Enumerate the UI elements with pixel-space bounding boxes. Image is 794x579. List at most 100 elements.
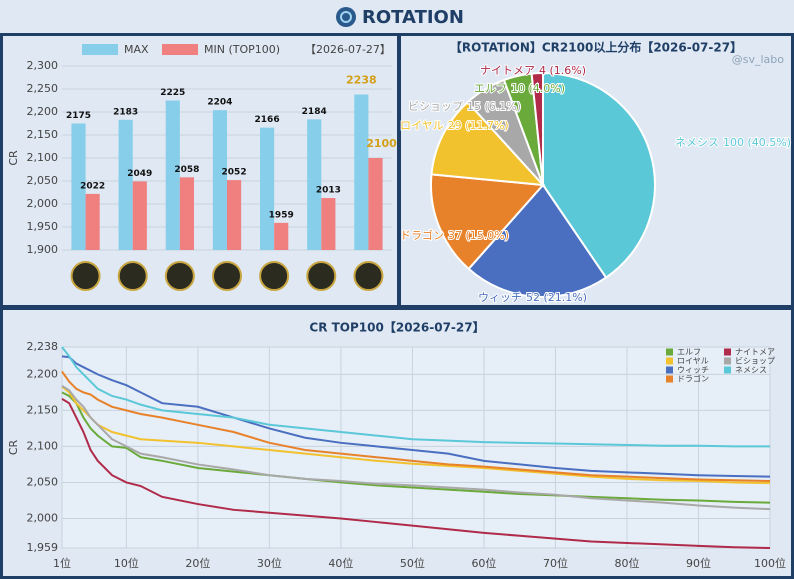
y-axis-label: CR — [7, 439, 20, 455]
bar-value-label: 2238 — [346, 74, 377, 87]
slice-name: ナイトメア — [480, 64, 535, 77]
slice-value: 100 (40.5%) — [723, 136, 791, 149]
slice-label: ウィッチ 52 (21.1%) — [478, 291, 587, 304]
y-tick-label: 2,150 — [27, 403, 59, 416]
class-icon — [306, 261, 337, 291]
x-tick-label: 100位 — [754, 556, 786, 570]
x-tick-label: 10位 — [114, 556, 139, 570]
bar-value-label: 2175 — [66, 111, 91, 121]
bar-value-label: 2058 — [174, 165, 199, 175]
legend-label: ネメシス — [735, 366, 767, 375]
y-tick-label: 2,100 — [27, 151, 59, 164]
y-tick-label: 1,950 — [27, 220, 59, 233]
legend-label: ロイヤル — [677, 357, 709, 366]
bar — [354, 94, 369, 251]
header-icon — [336, 7, 356, 27]
bar — [212, 110, 227, 250]
slice-name: ネメシス — [675, 136, 719, 149]
legend-swatch — [82, 44, 118, 55]
x-tick-label: 70位 — [543, 556, 568, 570]
bar — [132, 181, 147, 250]
legend-label: ナイトメア — [735, 348, 775, 357]
x-tick-label: 30位 — [257, 556, 282, 570]
line-series — [61, 370, 771, 482]
legend-label: ドラゴン — [677, 374, 709, 384]
y-tick-label: 2,238 — [27, 340, 59, 353]
slice-name: ドラゴン — [400, 228, 444, 242]
y-tick-label: 2,050 — [27, 174, 59, 187]
bar-value-label: 2183 — [113, 107, 138, 117]
bar — [227, 180, 242, 250]
bar-value-label: 2052 — [222, 168, 247, 178]
line-series — [61, 398, 771, 549]
class-icon — [70, 261, 101, 291]
y-tick-label: 2,300 — [27, 59, 59, 72]
slice-label: ナイトメア 4 (1.6%) — [480, 64, 586, 77]
chart-title: CR TOP100【2026-07-27】 — [309, 320, 484, 335]
bar — [179, 177, 194, 250]
legend-swatch — [666, 357, 673, 365]
line-series — [61, 346, 770, 448]
bar-value-label: 1959 — [269, 210, 294, 220]
y-tick-label: 2,000 — [27, 511, 59, 524]
bar — [368, 158, 383, 250]
bar — [85, 193, 100, 250]
bar — [118, 119, 133, 250]
line-series — [61, 385, 771, 511]
y-tick-label: 2,100 — [27, 439, 59, 452]
class-icon — [259, 261, 290, 291]
bar — [165, 100, 180, 250]
pie-slice — [430, 173, 546, 271]
slice-value: 4 (1.6%) — [539, 64, 586, 77]
legend-swatch — [666, 375, 673, 383]
bar-value-label: 2022 — [80, 181, 105, 191]
header-band — [0, 0, 794, 33]
slice-name: ロイヤル — [400, 119, 444, 132]
pie-slice — [467, 183, 608, 298]
x-tick-label: 20位 — [185, 556, 210, 570]
slice-value: 52 (21.1%) — [526, 291, 587, 304]
legend-swatch — [162, 44, 198, 55]
slice-value: 29 (11.7%) — [448, 119, 509, 132]
legend-label: エルフ — [677, 348, 701, 357]
legend-label: MAX — [124, 43, 149, 56]
slice-name: ビショップ — [408, 100, 463, 113]
x-tick-label: 90位 — [686, 556, 711, 570]
slice-label: ネメシス 100 (40.5%) — [675, 136, 791, 149]
y-tick-label: 2,200 — [27, 367, 59, 380]
bar — [71, 123, 86, 250]
x-tick-label: 80位 — [614, 556, 639, 570]
legend-label: MIN (TOP100) — [204, 43, 280, 56]
bar — [321, 198, 336, 250]
annotation: 【2026-07-27】 — [305, 43, 391, 56]
legend-label: ビショップ — [735, 357, 775, 366]
legend-label: ウィッチ — [677, 366, 709, 375]
bar-value-label: 2013 — [316, 186, 341, 196]
x-tick-label: 60位 — [471, 556, 496, 570]
y-tick-label: 2,150 — [27, 128, 59, 141]
slice-label: ロイヤル 29 (11.7%) — [400, 119, 509, 132]
slice-value: 10 (4.0%) — [511, 82, 565, 95]
watermark: @sv_labo — [732, 53, 785, 66]
bar-value-label: 2049 — [127, 169, 152, 179]
class-icon — [164, 261, 195, 291]
pie-slice — [430, 100, 546, 187]
slice-value: 15 (6.1%) — [467, 100, 521, 113]
y-tick-label: 2,000 — [27, 197, 59, 210]
slice-label: エルフ 10 (4.0%) — [474, 82, 565, 95]
legend-swatch — [666, 366, 673, 374]
legend-swatch — [724, 357, 731, 365]
legend-swatch — [724, 366, 731, 374]
y-tick-label: 1,900 — [27, 243, 59, 256]
bar — [307, 119, 322, 250]
header-title: ROTATION — [362, 7, 464, 28]
slice-name: エルフ — [474, 82, 507, 95]
chart-title: 【ROTATION】CR2100以上分布【2026-07-27】 — [450, 40, 742, 55]
y-tick-label: 2,250 — [27, 82, 59, 95]
class-icon — [117, 261, 148, 291]
legend-swatch — [666, 348, 673, 356]
bar — [274, 222, 289, 250]
bar — [260, 127, 275, 250]
